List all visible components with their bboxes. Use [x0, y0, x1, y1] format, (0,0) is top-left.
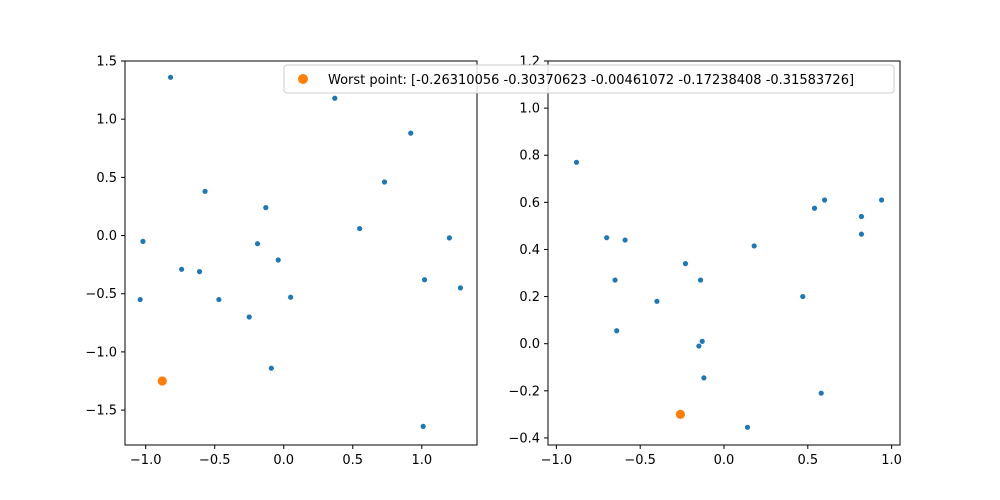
data-point [821, 197, 828, 203]
data-point [263, 205, 269, 211]
data-point [878, 197, 885, 203]
x-tick-label: 0.0 [273, 453, 294, 468]
x-tick-label: 0.5 [797, 453, 818, 468]
y-tick-label: 1.0 [96, 113, 117, 128]
y-tick-label: 0.5 [96, 171, 117, 186]
data-point [246, 314, 252, 320]
data-point [701, 375, 707, 381]
y-tick-label: 0.2 [519, 290, 540, 305]
data-point [357, 225, 363, 232]
data-point [573, 159, 580, 165]
y-tick-label: 1.0 [519, 102, 540, 117]
y-tick-label: −1.5 [85, 404, 117, 419]
x-tick-label: 1.0 [881, 453, 902, 468]
data-point [858, 213, 865, 220]
worst-point-marker [675, 409, 686, 419]
data-point [697, 277, 704, 283]
data-point [457, 285, 464, 291]
x-tick-label: 0.0 [714, 453, 735, 468]
axes-frame [547, 60, 901, 446]
y-tick-label: 1.5 [96, 55, 117, 70]
data-point [654, 298, 660, 304]
data-point [268, 365, 274, 371]
legend-marker [298, 74, 308, 84]
right-scatter-panel: −1.0 −0.5 0.0 0.5 1.0 −0.4 −0.2 0.0 0.2 0.4 0.6 0.8… [508, 55, 902, 469]
y-tick-label: −0.2 [508, 384, 540, 399]
data-point [254, 241, 261, 247]
data-point [421, 277, 428, 283]
x-tick-label: −1.0 [130, 453, 162, 468]
data-point [332, 95, 338, 101]
x-tick-label: −0.5 [199, 453, 231, 468]
data-point [140, 238, 146, 244]
data-point [800, 293, 806, 300]
y-tick-label: 0.0 [96, 229, 117, 244]
data-point [604, 235, 610, 241]
data-point [696, 343, 702, 349]
data-point [202, 188, 208, 194]
worst-point-marker [157, 376, 167, 386]
data-point [137, 296, 143, 303]
y-tick-label: 0.0 [519, 337, 540, 352]
data-point [614, 328, 620, 334]
data-point [811, 205, 818, 211]
data-point [446, 235, 452, 241]
data-point [216, 296, 222, 303]
legend-label: Worst point: [-0.26310056 -0.30370623 -0… [328, 73, 854, 88]
data-point [420, 423, 426, 429]
data-point [408, 130, 414, 136]
y-tick-label: −0.5 [85, 287, 117, 302]
data-point [381, 179, 388, 185]
left-scatter-panel: −1.0 −0.5 0.0 0.5 1.0 −1.5 −1.0 −0.5 0.0 0.5 1.0 1.… [85, 55, 478, 468]
data-point [682, 261, 689, 267]
data-point [751, 243, 757, 249]
axes-frame [124, 60, 478, 446]
y-tick-label: −1.0 [85, 345, 117, 360]
data-point [167, 74, 174, 80]
legend: Worst point: [-0.26310056 -0.30370623 -0… [283, 64, 895, 94]
x-tick-label: 0.5 [342, 453, 363, 468]
y-tick-label: −0.4 [508, 431, 540, 446]
data-point [818, 390, 824, 396]
data-point [858, 231, 865, 237]
x-tick-label: 1.0 [411, 453, 432, 468]
y-tick-label: 0.4 [519, 243, 540, 258]
data-point [275, 257, 281, 263]
y-tick-label: 0.6 [519, 196, 540, 211]
data-point [622, 237, 628, 243]
data-point [196, 269, 203, 275]
data-point [288, 294, 294, 300]
data-point [612, 277, 618, 283]
data-point [178, 266, 185, 272]
x-tick-label: −0.5 [624, 453, 656, 468]
data-point [699, 338, 705, 344]
legend-frame [283, 64, 895, 94]
x-tick-label: −1.0 [541, 453, 573, 468]
data-point [744, 424, 751, 430]
y-tick-label: 0.8 [519, 149, 540, 164]
